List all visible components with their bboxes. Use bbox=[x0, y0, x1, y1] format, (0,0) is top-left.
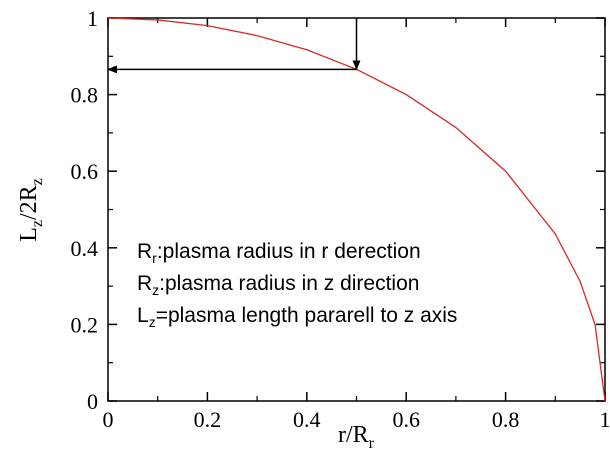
tick-labels: 0 0.2 0.4 0.6 0.8 1 0 0.2 0.4 0.6 0.8 1 bbox=[71, 6, 610, 432]
annotation-lz: Lz=plasma length pararell to z axis bbox=[137, 304, 457, 330]
y-tick-label: 0.4 bbox=[71, 236, 99, 261]
y-axis-label: Lz/2Rz bbox=[16, 178, 46, 242]
x-tick-label: 0.6 bbox=[392, 407, 420, 432]
x-tick-label: 0.4 bbox=[293, 407, 321, 432]
y-tick-label: 0.6 bbox=[71, 159, 99, 184]
x-tick-label: 0.8 bbox=[492, 407, 520, 432]
x-tick-label: 1 bbox=[600, 407, 610, 432]
annotation-rr: Rr:plasma radius in r derection bbox=[137, 240, 421, 266]
y-tick-label: 0 bbox=[87, 389, 98, 414]
x-axis-label: r/Rr bbox=[338, 422, 375, 451]
y-tick-label: 1 bbox=[87, 6, 98, 31]
y-tick-label: 0.2 bbox=[71, 312, 99, 337]
plot-frame bbox=[107, 17, 606, 402]
series-curve bbox=[107, 17, 606, 402]
arrow-annotation bbox=[107, 18, 361, 74]
annotation-block: Rr:plasma radius in r derection Rz:plasm… bbox=[137, 240, 457, 330]
x-tick-label: 0.2 bbox=[194, 407, 222, 432]
y-tick-label: 0.8 bbox=[71, 83, 99, 108]
x-tick-label: 0 bbox=[103, 407, 114, 432]
ticks bbox=[107, 17, 606, 402]
annotation-rz: Rz:plasma radius in z direction bbox=[137, 272, 419, 298]
